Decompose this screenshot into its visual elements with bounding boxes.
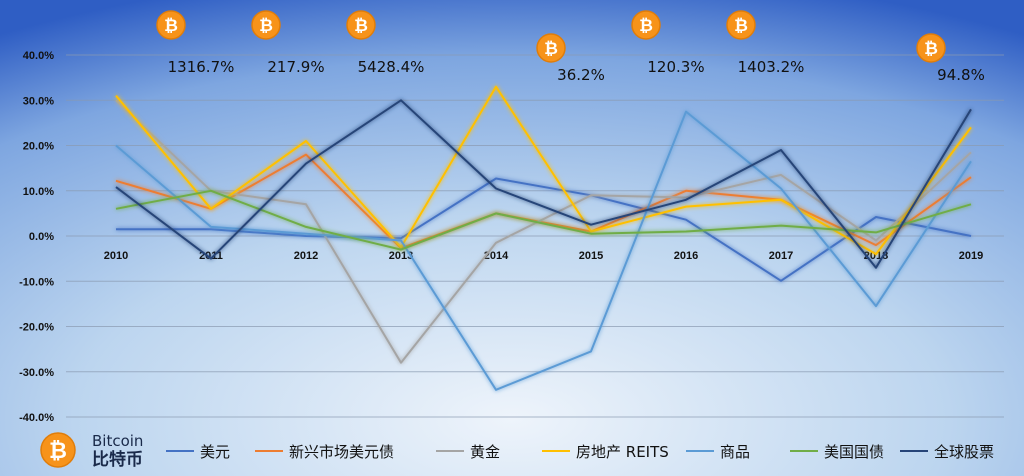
bitcoin-return-label: 217.9%: [267, 58, 324, 76]
bitcoin-icon: ₿: [40, 432, 76, 468]
legend-item: 黄金: [436, 440, 500, 462]
x-tick-label: 2016: [674, 250, 698, 262]
svg-text:₿: ₿: [259, 16, 273, 36]
svg-text:₿: ₿: [164, 16, 178, 36]
svg-text:₿: ₿: [924, 39, 938, 59]
svg-text:₿: ₿: [639, 16, 653, 36]
bitcoin-return-label: 94.8%: [937, 66, 985, 84]
bitcoin-return-label: 36.2%: [557, 66, 605, 84]
x-tick-label: 2014: [484, 250, 509, 262]
x-tick-label: 2013: [389, 250, 413, 262]
svg-text:₿: ₿: [49, 439, 67, 464]
brand-name: Bitcoin 比特币: [92, 432, 143, 470]
chart-legend: ₿ Bitcoin 比特币 美元 新兴市场美元债 黄金 房地产 REITS 商品 美国国债…: [0, 428, 1024, 476]
brand-name-en: Bitcoin: [92, 432, 144, 450]
bitcoin-icon: ₿: [631, 10, 661, 40]
legend-label: 商品: [720, 442, 751, 461]
brand-name-cn: 比特币: [92, 450, 143, 470]
legend-label: 房地产 REITS: [576, 442, 669, 461]
bitcoin-return-label: 120.3%: [647, 58, 704, 76]
x-tick-label: 2019: [959, 250, 983, 262]
legend-label: 新兴市场美元债: [289, 442, 395, 461]
legend-item: 商品: [686, 440, 750, 462]
legend-swatch: [542, 450, 570, 452]
legend-swatch: [436, 450, 464, 452]
bitcoin-icon: ₿: [726, 10, 756, 40]
bitcoin-icon: ₿: [346, 10, 376, 40]
y-tick-label: -20.0%: [19, 322, 54, 334]
x-tick-label: 2015: [579, 250, 603, 262]
y-tick-label: 10.0%: [23, 186, 54, 198]
series-line: [116, 177, 972, 282]
bitcoin-icon: ₿: [156, 10, 186, 40]
legend-item: 新兴市场美元债: [255, 440, 394, 462]
legend-item: 全球股票: [900, 440, 994, 462]
series-line: [115, 110, 972, 391]
legend-label: 美国国债: [824, 442, 885, 461]
legend-swatch: [255, 450, 283, 452]
series-line: [115, 99, 972, 269]
legend-swatch: [790, 450, 818, 452]
bitcoin-return-label: 5428.4%: [358, 58, 425, 76]
series-line: [115, 85, 972, 256]
y-tick-label: 0.0%: [29, 231, 54, 243]
bitcoin-icon: ₿: [536, 33, 566, 63]
series-line: [115, 189, 972, 251]
legend-item: 美国国债: [790, 440, 884, 462]
x-tick-label: 2012: [294, 250, 318, 262]
legend-swatch: [166, 450, 194, 452]
series-line: [115, 153, 972, 250]
legend-label: 美元: [200, 442, 231, 461]
y-tick-label: 30.0%: [23, 95, 54, 107]
legend-item: 房地产 REITS: [542, 440, 669, 462]
legend-item: 美元: [166, 440, 230, 462]
bitcoin-return-label: 1316.7%: [168, 58, 235, 76]
x-tick-label: 2017: [769, 250, 793, 262]
y-tick-label: -10.0%: [19, 276, 54, 288]
svg-text:₿: ₿: [354, 16, 368, 36]
svg-text:₿: ₿: [734, 16, 748, 36]
y-tick-label: -40.0%: [19, 412, 54, 424]
legend-swatch: [900, 450, 928, 452]
svg-text:₿: ₿: [544, 39, 558, 59]
bitcoin-return-label: 1403.2%: [738, 58, 805, 76]
y-tick-label: 40.0%: [23, 50, 54, 62]
legend-swatch: [686, 450, 714, 452]
legend-label: 全球股票: [934, 442, 995, 461]
y-tick-label: 20.0%: [23, 141, 54, 153]
legend-label: 黄金: [470, 442, 501, 461]
x-tick-label: 2010: [104, 250, 128, 262]
bitcoin-icon: ₿: [916, 33, 946, 63]
bitcoin-icon: ₿: [251, 10, 281, 40]
y-tick-label: -30.0%: [19, 367, 54, 379]
